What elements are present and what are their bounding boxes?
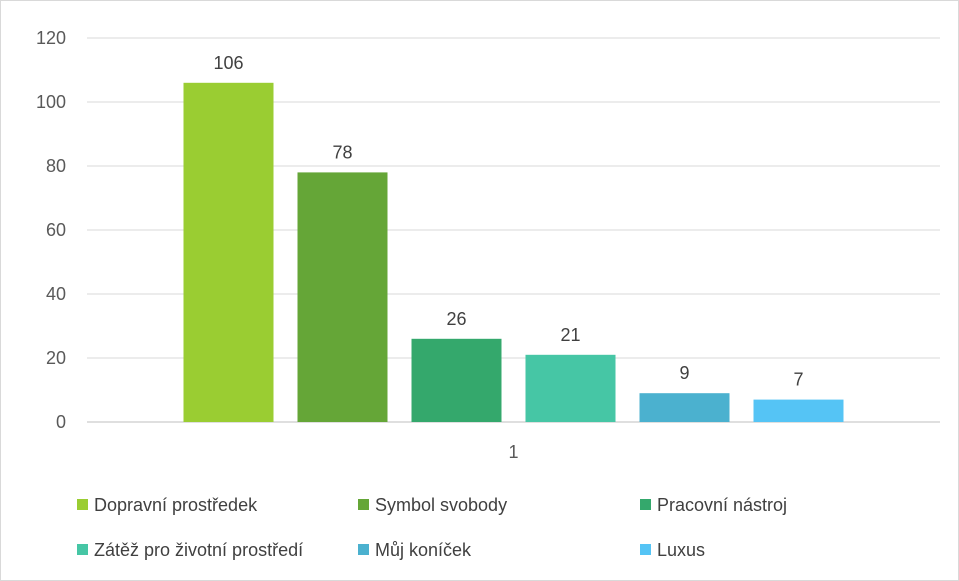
legend-label: Dopravní prostředek bbox=[94, 495, 258, 515]
bar bbox=[183, 82, 274, 423]
y-tick-label: 20 bbox=[46, 348, 66, 368]
legend-label: Luxus bbox=[657, 540, 705, 560]
legend-swatch bbox=[77, 544, 88, 555]
legend-label: Pracovní nástroj bbox=[657, 495, 787, 515]
bar bbox=[753, 399, 844, 422]
y-tick-label: 80 bbox=[46, 156, 66, 176]
legend-swatch bbox=[640, 544, 651, 555]
data-label: 7 bbox=[793, 370, 803, 390]
y-tick-label: 0 bbox=[56, 412, 66, 432]
legend-swatch bbox=[358, 544, 369, 555]
legend-label: Symbol svobody bbox=[375, 495, 507, 515]
data-label: 106 bbox=[213, 53, 243, 73]
bar bbox=[525, 354, 616, 422]
legend-label: Zátěž pro životní prostředí bbox=[94, 540, 303, 560]
data-label: 26 bbox=[446, 309, 466, 329]
data-label: 78 bbox=[332, 142, 352, 162]
bar bbox=[411, 338, 502, 422]
y-tick-label: 40 bbox=[46, 284, 66, 304]
x-tick-label: 1 bbox=[508, 442, 518, 462]
y-tick-label: 100 bbox=[36, 92, 66, 112]
bar bbox=[297, 172, 388, 422]
legend-swatch bbox=[640, 499, 651, 510]
bar bbox=[639, 393, 730, 422]
legend-swatch bbox=[77, 499, 88, 510]
data-label: 21 bbox=[560, 325, 580, 345]
legend-label: Můj koníček bbox=[375, 540, 472, 560]
legend-swatch bbox=[358, 499, 369, 510]
y-tick-label: 60 bbox=[46, 220, 66, 240]
y-tick-label: 120 bbox=[36, 28, 66, 48]
data-label: 9 bbox=[679, 363, 689, 383]
